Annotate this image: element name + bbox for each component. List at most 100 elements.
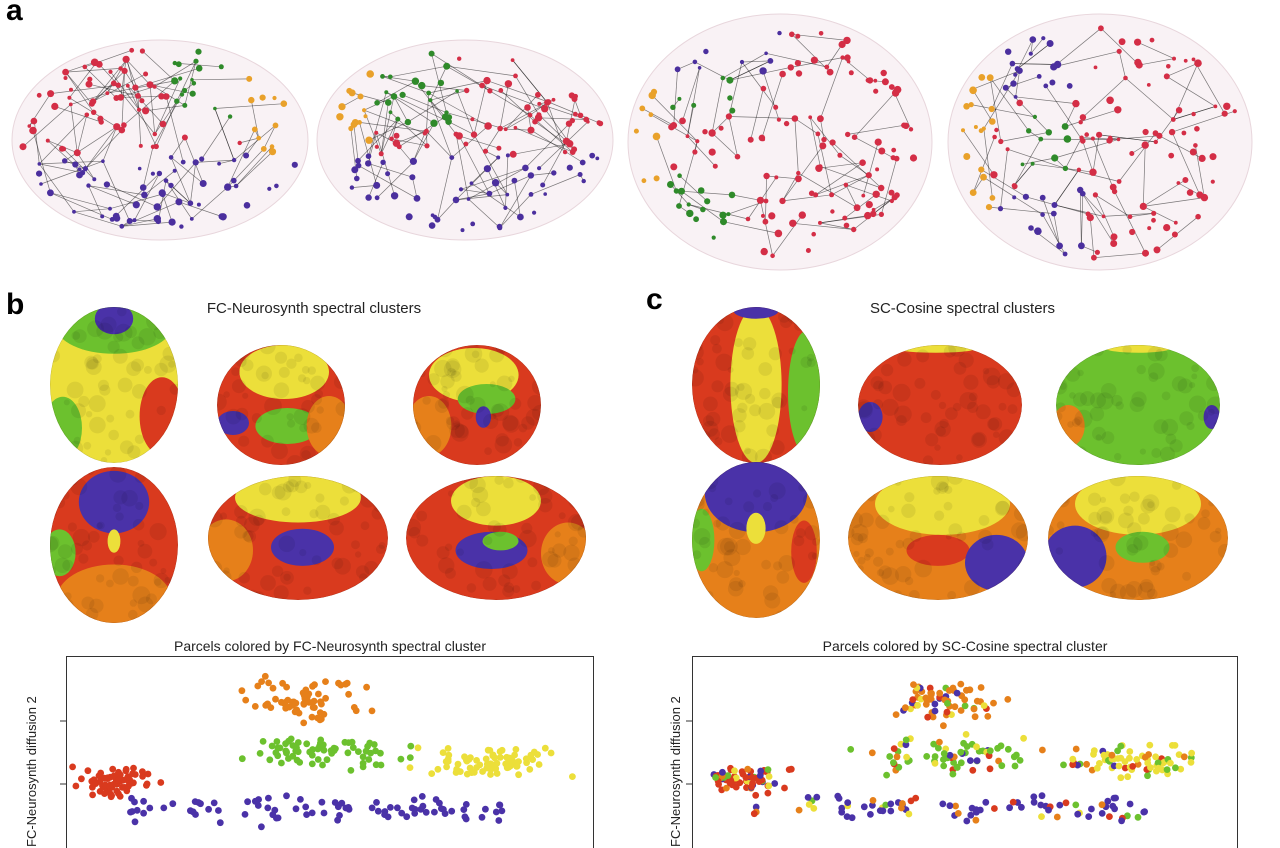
network-node [69, 88, 73, 92]
network-node [709, 149, 716, 156]
network-node [890, 199, 894, 203]
scatter-point [944, 709, 951, 716]
network-node [729, 108, 735, 114]
network-node [670, 122, 677, 129]
network-node [418, 82, 425, 89]
network-node [199, 156, 204, 161]
scatter-point [314, 715, 321, 722]
scatter-point [169, 800, 176, 807]
network-node [1093, 192, 1098, 197]
scatter-point [923, 701, 930, 708]
network-node [151, 172, 155, 176]
scatter-point [345, 691, 352, 698]
scatter-point [1116, 763, 1123, 770]
c-medial-right-view [1044, 470, 1233, 606]
scatter-point [304, 693, 311, 700]
scatter-point [903, 754, 910, 761]
scatter-point [1060, 762, 1067, 769]
network-node [970, 189, 977, 196]
network-node [484, 165, 491, 172]
scatter-point [140, 810, 147, 817]
network-node [143, 72, 148, 77]
scatter-point [264, 805, 271, 812]
cluster-patch [734, 303, 779, 319]
network-node [757, 197, 764, 204]
network-node [28, 124, 32, 128]
scatter-point [264, 701, 271, 708]
network-node [1168, 153, 1174, 159]
scatter-point [349, 739, 356, 746]
network-node [193, 159, 199, 165]
scatter-point [262, 673, 269, 680]
network-node [582, 179, 586, 183]
network-node [788, 64, 794, 70]
scatter-point [269, 743, 276, 750]
scatter-point [743, 774, 750, 781]
scatter-point [242, 697, 249, 704]
network-node [375, 145, 379, 149]
scatter-point [318, 701, 325, 708]
scatter-point [880, 807, 887, 814]
scatter-point [962, 703, 969, 710]
network-node [256, 136, 261, 141]
scatter-point [239, 755, 246, 762]
network-node [829, 192, 834, 197]
network-node [385, 171, 390, 176]
network-node [847, 60, 851, 64]
network-node [1190, 149, 1197, 156]
cluster-brain-surfaces [0, 300, 1280, 620]
scatter-point [351, 704, 358, 711]
scatter-point [394, 804, 401, 811]
scatter-point [719, 769, 726, 776]
network-node [1140, 203, 1147, 210]
network-node [634, 129, 639, 134]
network-node [529, 192, 534, 197]
scatter-point [987, 747, 994, 754]
network-node [118, 94, 125, 101]
network-node [1193, 143, 1198, 148]
scatter-point [242, 811, 249, 818]
network-node [740, 60, 744, 64]
network-node [1166, 64, 1171, 69]
network-node [138, 167, 142, 171]
network-node [686, 210, 693, 217]
scatter-point [752, 792, 759, 799]
scatter-point [303, 740, 310, 747]
scatter-point [963, 731, 970, 738]
network-node [773, 105, 778, 110]
network-node [535, 92, 541, 98]
network-node [506, 153, 510, 157]
scatter-point [144, 781, 151, 788]
network-node [69, 103, 73, 107]
network-node [338, 103, 345, 110]
network-node [1098, 25, 1104, 31]
network-node [1030, 36, 1037, 43]
network-node [764, 52, 768, 56]
scatter-point [893, 711, 900, 718]
network-node [365, 160, 371, 166]
network-node [456, 132, 463, 139]
network-node [174, 99, 179, 104]
scatter-point [744, 766, 751, 773]
network-node [431, 213, 435, 217]
scatter-point [491, 754, 498, 761]
network-node [1063, 166, 1068, 171]
network-node [190, 91, 196, 97]
network-node [217, 162, 221, 166]
network-node [354, 176, 360, 182]
network-node [197, 203, 201, 207]
network-node [171, 77, 178, 84]
network-node [51, 103, 58, 110]
network-node [1015, 66, 1021, 72]
network-node [1154, 246, 1161, 253]
scatter-point [319, 799, 326, 806]
network-node [583, 117, 589, 123]
scatter-point [332, 799, 339, 806]
network-node [497, 224, 503, 230]
network-node [153, 132, 157, 136]
network-node [224, 183, 231, 190]
network-node [479, 83, 485, 89]
network-node [374, 100, 380, 106]
network-node [589, 153, 595, 159]
network-node [1117, 179, 1122, 184]
